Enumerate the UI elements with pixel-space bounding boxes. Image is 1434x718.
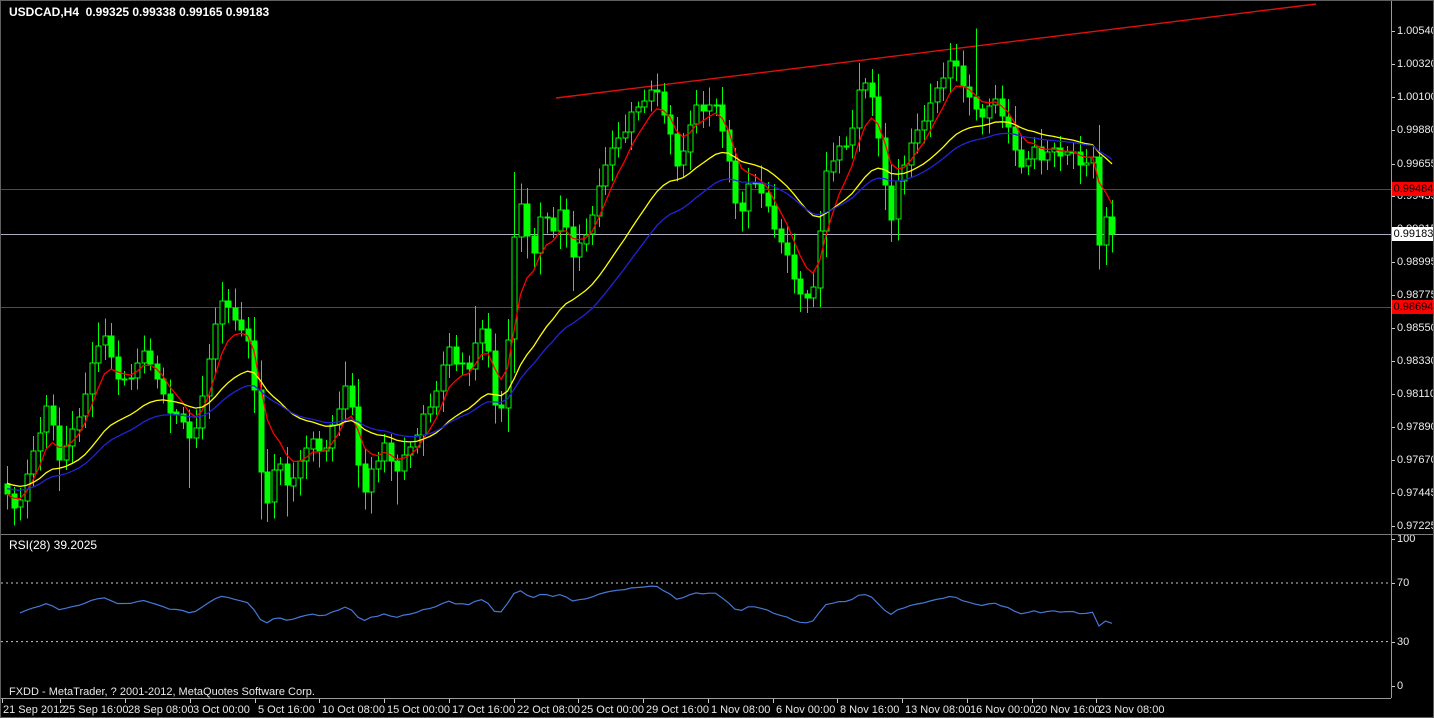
time-axis-label: 22 Oct 08:00: [517, 704, 580, 716]
price-axis-label: 1.00320: [1397, 58, 1434, 70]
price-axis-label: 0.97890: [1397, 421, 1434, 433]
time-axis-label: 1 Nov 08:00: [711, 704, 771, 716]
price-axis-label: 0.97225: [1397, 520, 1434, 532]
time-axis-tick: [2, 698, 3, 703]
price-axis-tick: [1391, 361, 1395, 362]
price-axis-label: 0.97445: [1397, 487, 1434, 499]
time-axis-tick: [708, 698, 709, 703]
ma-slow-line[interactable]: [6, 132, 1113, 491]
time-axis-tick: [319, 698, 320, 703]
price-axis[interactable]: [1391, 1, 1433, 698]
price-axis-tick: [1391, 526, 1395, 527]
time-axis-tick: [255, 698, 256, 703]
rsi-axis-label: 30: [1397, 636, 1410, 648]
time-axis-tick: [837, 698, 838, 703]
time-axis-tick: [1096, 698, 1097, 703]
price-axis-tick: [1391, 295, 1395, 296]
price-axis-tick: [1391, 262, 1395, 263]
price-axis-label: 0.99435: [1397, 190, 1434, 202]
price-axis-label: 0.98330: [1397, 355, 1434, 367]
rsi-axis-tick: [1391, 686, 1395, 687]
price-axis-label: 0.99880: [1397, 124, 1434, 136]
price-axis-label: 0.99655: [1397, 158, 1434, 170]
time-axis-label: 28 Sep 08:00: [128, 704, 194, 716]
rsi-axis-tick: [1391, 539, 1395, 540]
rsi-line: [19, 585, 1113, 627]
price-axis-label: 0.98110: [1397, 388, 1434, 400]
time-axis-tick: [1032, 698, 1033, 703]
time-axis-label: 8 Nov 16:00: [840, 704, 900, 716]
time-axis-tick: [125, 698, 126, 703]
rsi-indicator-pane[interactable]: [1, 534, 1391, 698]
price-axis-label: 1.00540: [1397, 25, 1434, 37]
time-axis-label: 16 Nov 00:00: [970, 704, 1036, 716]
rsi-axis-label: 100: [1397, 533, 1416, 545]
time-axis-label: 29 Oct 16:00: [646, 704, 709, 716]
price-axis-label: 0.99215: [1397, 223, 1434, 235]
time-axis-tick: [967, 698, 968, 703]
price-axis-label: 0.98775: [1397, 289, 1434, 301]
copyright-text: FXDD - MetaTrader, ? 2001-2012, MetaQuot…: [9, 686, 315, 698]
time-axis-label: 10 Oct 08:00: [322, 704, 385, 716]
rsi-axis-label: 70: [1397, 577, 1410, 589]
price-axis-tick: [1391, 164, 1395, 165]
price-axis-tick: [1391, 130, 1395, 131]
price-axis-border: [1391, 1, 1392, 698]
time-axis-tick: [578, 698, 579, 703]
time-axis-tick: [384, 698, 385, 703]
time-axis-tick: [902, 698, 903, 703]
time-axis-tick: [190, 698, 191, 703]
rsi-axis-tick: [1391, 642, 1395, 643]
ma-fast-line[interactable]: [6, 85, 1113, 500]
price-axis-tick: [1391, 64, 1395, 65]
rsi-axis-label: 0: [1397, 680, 1404, 692]
time-axis-tick: [449, 698, 450, 703]
price-axis-tick: [1391, 97, 1395, 98]
time-axis-label: 3 Oct 00:00: [193, 704, 250, 716]
price-axis-tick: [1391, 394, 1395, 395]
symbol-ohlc-title: USDCAD,H4 0.99325 0.99338 0.99165 0.9918…: [9, 5, 270, 19]
time-axis-label: 23 Nov 08:00: [1099, 704, 1165, 716]
trendline[interactable]: [555, 3, 1317, 99]
time-axis-tick: [643, 698, 644, 703]
price-axis-tick: [1391, 493, 1395, 494]
price-axis-tick: [1391, 328, 1395, 329]
time-axis-label: 21 Sep 2012: [3, 704, 66, 716]
price-axis-tick: [1391, 196, 1395, 197]
rsi-axis-tick: [1391, 583, 1395, 584]
time-axis-label: 15 Oct 00:00: [387, 704, 450, 716]
price-axis-label: 0.98995: [1397, 256, 1434, 268]
time-axis-tick: [773, 698, 774, 703]
time-axis-label: 6 Nov 00:00: [776, 704, 836, 716]
rsi-indicator-label: RSI(28) 39.2025: [9, 538, 98, 552]
ma-medium-line[interactable]: [6, 121, 1113, 488]
price-axis-tick: [1391, 427, 1395, 428]
price-axis-tick: [1391, 31, 1395, 32]
candles: [4, 28, 1116, 526]
time-axis-label: 5 Oct 16:00: [258, 704, 315, 716]
price-axis-label: 1.00100: [1397, 91, 1434, 103]
time-axis-label: 20 Nov 16:00: [1035, 704, 1101, 716]
price-axis-label: 0.97670: [1397, 454, 1434, 466]
main-price-chart[interactable]: [1, 1, 1391, 534]
price-axis-label: 0.98550: [1397, 322, 1434, 334]
time-axis-tick: [60, 698, 61, 703]
time-axis-label: 25 Sep 16:00: [63, 704, 129, 716]
time-axis-line: [1, 698, 1391, 699]
time-axis-tick: [514, 698, 515, 703]
time-axis-label: 13 Nov 08:00: [905, 704, 971, 716]
time-axis-label: 17 Oct 16:00: [452, 704, 515, 716]
price-axis-tick: [1391, 460, 1395, 461]
time-axis-label: 25 Oct 00:00: [581, 704, 644, 716]
pane-separator[interactable]: [1, 534, 1433, 535]
